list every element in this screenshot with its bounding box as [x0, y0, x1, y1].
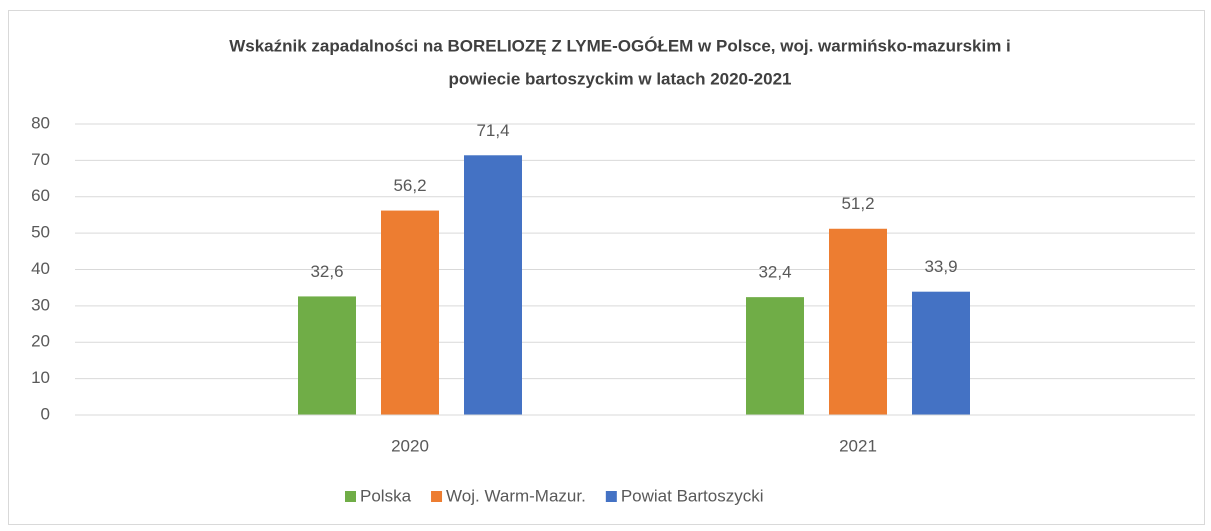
bar: [912, 291, 970, 415]
bar: [829, 228, 887, 415]
y-tick-label: 60: [31, 186, 50, 205]
legend-label: Polska: [360, 486, 412, 505]
y-tick-label: 10: [31, 368, 50, 387]
y-tick-label: 70: [31, 150, 50, 169]
x-tick-label: 2021: [839, 436, 877, 455]
legend-swatch: [605, 491, 617, 502]
bar: [298, 296, 356, 415]
legend-swatch: [431, 491, 443, 502]
value-label: 32,4: [758, 263, 791, 282]
value-label: 56,2: [393, 176, 426, 195]
chart-title: Wskaźnik zapadalności na BORELIOZĘ Z LYM…: [229, 36, 1011, 55]
y-tick-label: 40: [31, 259, 50, 278]
bar: [746, 297, 804, 415]
bar: [464, 155, 522, 415]
value-label: 33,9: [924, 257, 957, 276]
value-label: 71,4: [476, 121, 509, 140]
y-tick-label: 20: [31, 332, 50, 351]
value-label: 51,2: [841, 194, 874, 213]
chart-border: [8, 10, 1205, 525]
value-label: 32,6: [310, 262, 343, 281]
x-tick-label: 2020: [391, 436, 429, 455]
bar: [381, 210, 439, 415]
legend-label: Powiat Bartoszycki: [621, 486, 764, 505]
y-tick-label: 50: [31, 223, 50, 242]
y-tick-label: 30: [31, 295, 50, 314]
legend-label: Woj. Warm-Mazur.: [446, 486, 586, 505]
y-tick-label: 0: [41, 404, 50, 423]
legend-swatch: [345, 491, 356, 502]
y-tick-label: 80: [31, 113, 50, 132]
chart-title: powiecie bartoszyckim w latach 2020-2021: [448, 69, 791, 88]
